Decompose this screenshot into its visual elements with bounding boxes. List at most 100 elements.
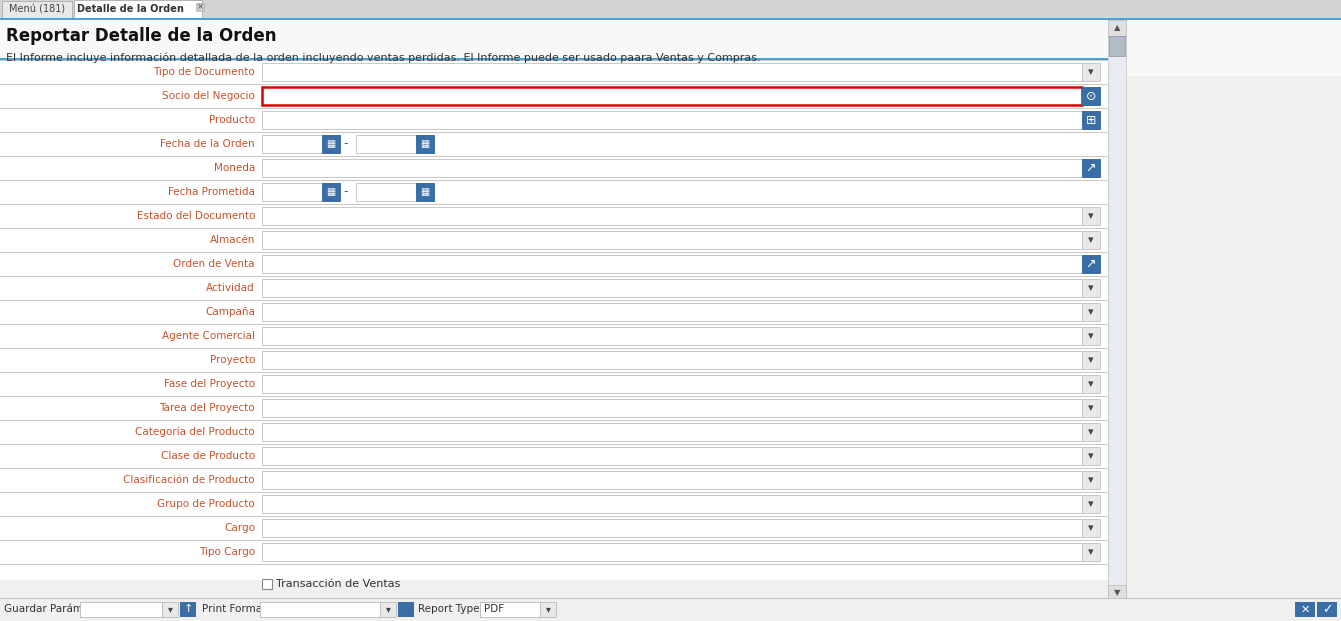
Bar — [261, 579, 272, 589]
Bar — [1082, 207, 1100, 225]
Bar — [261, 63, 1082, 81]
Bar — [0, 108, 1108, 109]
Bar — [261, 495, 1082, 513]
Text: ▼: ▼ — [1114, 589, 1120, 597]
Bar — [1082, 447, 1100, 465]
Bar — [261, 399, 1082, 417]
Bar — [180, 602, 196, 617]
Bar — [0, 420, 1108, 421]
Text: Print Format: Print Format — [202, 604, 267, 615]
Bar — [0, 252, 1108, 253]
Bar — [261, 543, 1082, 561]
Text: Socio del Negocio: Socio del Negocio — [162, 91, 255, 101]
Bar — [0, 300, 1108, 301]
Bar — [0, 516, 1108, 517]
Bar — [1082, 255, 1100, 273]
Text: Moneda: Moneda — [213, 163, 255, 173]
Bar — [0, 564, 1108, 565]
Text: ▦: ▦ — [420, 139, 429, 149]
Bar — [1082, 543, 1100, 561]
Bar — [1295, 602, 1316, 617]
Bar — [0, 396, 1108, 397]
Text: ▾: ▾ — [1088, 211, 1094, 221]
Text: ▲: ▲ — [1114, 24, 1120, 32]
Bar — [80, 602, 162, 617]
Bar — [1082, 111, 1100, 129]
Bar — [0, 20, 1341, 76]
Bar — [261, 207, 1082, 225]
Text: ▾: ▾ — [1088, 523, 1094, 533]
Bar — [260, 602, 380, 617]
Bar — [0, 84, 1108, 85]
Text: -: - — [343, 137, 349, 150]
Bar — [1109, 36, 1125, 56]
Text: ▦: ▦ — [326, 187, 335, 197]
Bar — [0, 598, 1341, 621]
Bar — [1082, 423, 1100, 441]
Text: ▾: ▾ — [1088, 475, 1094, 485]
Bar — [1082, 351, 1100, 369]
Text: Proyecto: Proyecto — [209, 355, 255, 365]
Text: ✓: ✓ — [1322, 603, 1332, 616]
Bar — [1082, 63, 1100, 81]
Bar — [261, 303, 1082, 321]
Bar — [0, 348, 1108, 349]
Text: ▾: ▾ — [1088, 451, 1094, 461]
Text: Actividad: Actividad — [207, 283, 255, 293]
Bar — [0, 276, 1108, 277]
Bar — [355, 183, 416, 201]
Bar — [74, 0, 202, 18]
Bar — [261, 423, 1082, 441]
Text: ↗: ↗ — [1086, 161, 1096, 175]
Text: ▾: ▾ — [1088, 403, 1094, 413]
Bar — [0, 444, 1108, 445]
Bar — [1082, 399, 1100, 417]
Bar — [1082, 327, 1100, 345]
Bar — [0, 156, 1108, 157]
Bar — [398, 602, 414, 617]
Text: Orden de Venta: Orden de Venta — [173, 259, 255, 269]
Bar — [261, 279, 1082, 297]
Bar — [261, 231, 1082, 249]
Bar — [261, 87, 1082, 105]
Text: ▾: ▾ — [1088, 355, 1094, 365]
Text: ↗: ↗ — [1086, 258, 1096, 271]
Text: Agente Comercial: Agente Comercial — [162, 331, 255, 341]
Text: ▾: ▾ — [1088, 499, 1094, 509]
Text: ▾: ▾ — [168, 604, 173, 615]
Bar — [162, 602, 178, 617]
Text: ▾: ▾ — [1088, 427, 1094, 437]
Bar — [1082, 159, 1100, 177]
Bar — [261, 111, 1082, 129]
Text: ▾: ▾ — [1088, 331, 1094, 341]
Bar — [0, 180, 1108, 181]
Bar — [322, 183, 341, 201]
Bar — [1082, 471, 1100, 489]
Bar — [261, 447, 1082, 465]
Text: ▾: ▾ — [386, 604, 390, 615]
Bar — [480, 602, 540, 617]
Bar — [380, 602, 396, 617]
Bar — [1082, 279, 1100, 297]
Bar — [261, 471, 1082, 489]
Bar — [261, 375, 1082, 393]
Bar — [355, 135, 416, 153]
Bar — [0, 18, 1341, 20]
Text: Detalle de la Orden: Detalle de la Orden — [76, 4, 184, 14]
Bar — [1082, 495, 1100, 513]
Text: Guardar Parámetro: Guardar Parámetro — [4, 604, 105, 615]
Text: Clasificación de Producto: Clasificación de Producto — [123, 475, 255, 485]
Bar — [261, 135, 322, 153]
Bar — [1317, 602, 1337, 617]
Bar — [0, 540, 1108, 541]
Bar — [261, 519, 1082, 537]
Bar — [0, 204, 1108, 205]
Text: El Informe incluye información detallada de la orden incluyendo ventas perdidas.: El Informe incluye información detallada… — [5, 53, 760, 63]
Text: ▾: ▾ — [546, 604, 550, 615]
Bar — [261, 183, 322, 201]
Text: Clase de Producto: Clase de Producto — [161, 451, 255, 461]
Text: Tipo Cargo: Tipo Cargo — [198, 547, 255, 557]
Text: ▾: ▾ — [1088, 307, 1094, 317]
Bar — [261, 255, 1082, 273]
Text: Almacén: Almacén — [209, 235, 255, 245]
